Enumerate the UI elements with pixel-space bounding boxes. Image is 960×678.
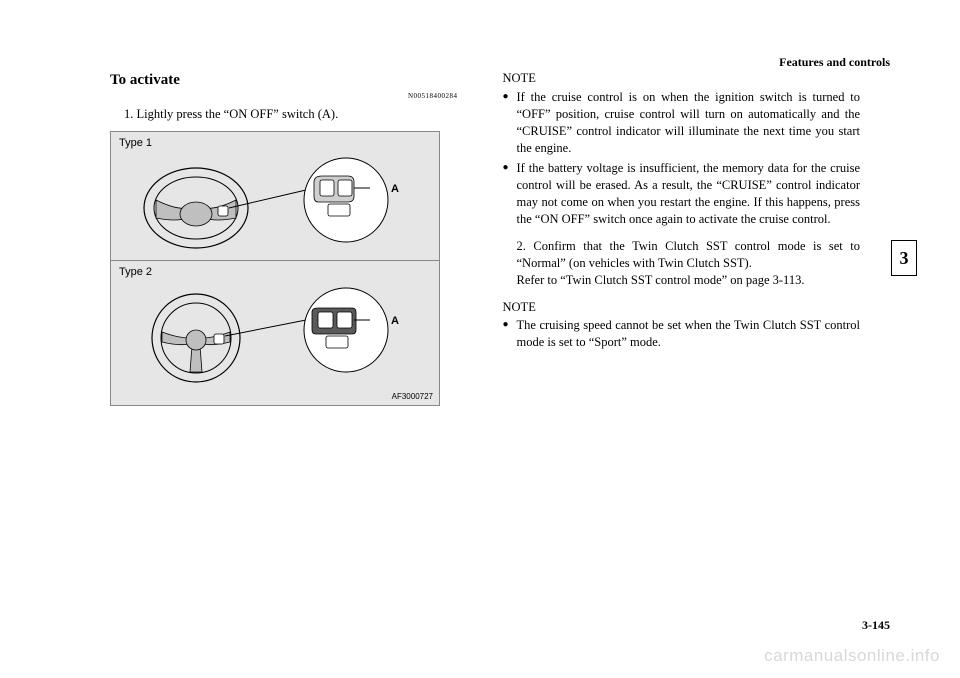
label-a-type2: A — [391, 314, 399, 329]
figure-panel-type2: A — [111, 280, 439, 390]
note2-item: The cruising speed cannot be set when th… — [517, 317, 861, 351]
figure-panel-type1: A — [111, 150, 439, 260]
step-2-ref: Refer to “Twin Clutch SST control mode” … — [517, 273, 805, 287]
note2-list: The cruising speed cannot be set when th… — [503, 317, 861, 351]
page-number: 3-145 — [862, 618, 890, 633]
type2-label: Type 2 — [111, 260, 439, 280]
note1-item: If the battery voltage is insufficient, … — [517, 160, 861, 228]
note1-list: If the cruise control is on when the ign… — [503, 89, 861, 228]
steering-wheel-type1 — [111, 150, 441, 260]
to-activate-heading: To activate — [110, 70, 468, 90]
manual-page: Features and controls To activate N00518… — [0, 0, 960, 678]
step-2-text: 2. Confirm that the Twin Clutch SST cont… — [517, 239, 861, 270]
step-2: 2. Confirm that the Twin Clutch SST cont… — [517, 238, 861, 289]
content-columns: To activate N00518400284 1. Lightly pres… — [60, 70, 900, 406]
chapter-tab: 3 — [891, 240, 917, 276]
figure-id: AF3000727 — [111, 390, 439, 405]
section-header: Features and controls — [779, 55, 890, 70]
note2-heading: NOTE — [503, 299, 861, 316]
figure-box: Type 1 — [110, 131, 440, 406]
step-1: 1. Lightly press the “ON OFF” switch (A)… — [124, 106, 468, 123]
steering-wheel-type2 — [111, 280, 441, 390]
watermark: carmanualsonline.info — [764, 646, 940, 666]
note1-heading: NOTE — [503, 70, 861, 87]
note1-item: If the cruise control is on when the ign… — [517, 89, 861, 157]
left-column: To activate N00518400284 1. Lightly pres… — [60, 70, 473, 406]
type1-label: Type 1 — [111, 132, 439, 151]
label-a-type1: A — [391, 182, 399, 197]
doc-id: N00518400284 — [110, 92, 468, 101]
right-column: NOTE If the cruise control is on when th… — [503, 70, 901, 406]
